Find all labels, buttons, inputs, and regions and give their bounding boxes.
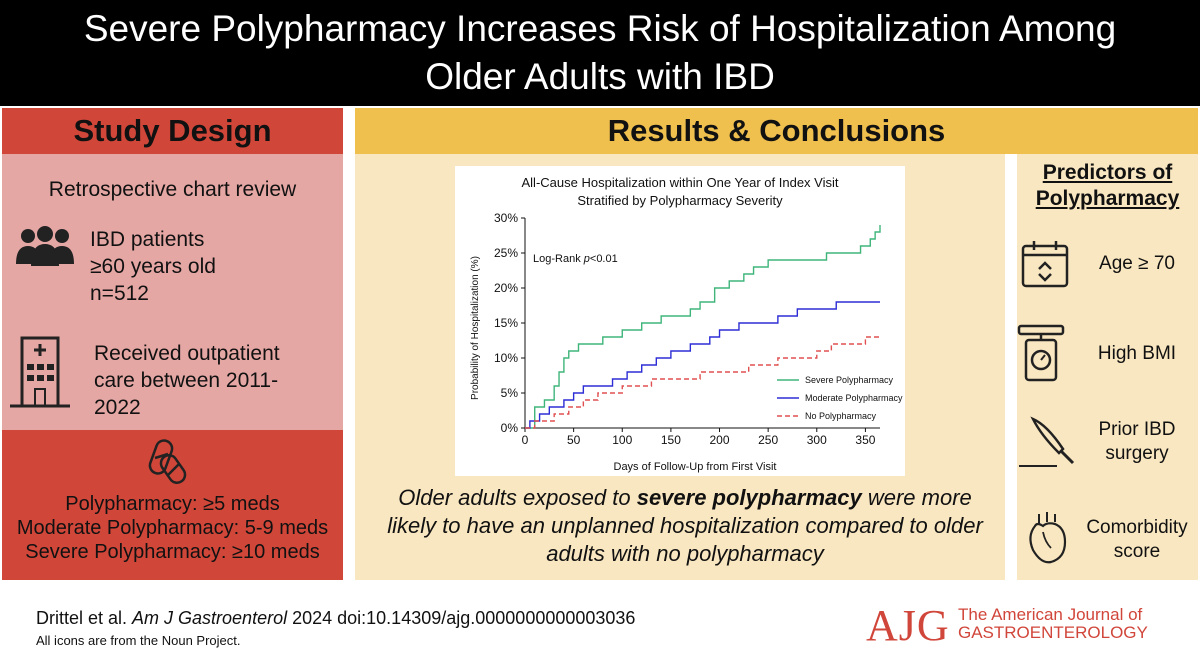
chart-title: All-Cause Hospitalization within One Yea… <box>522 175 839 190</box>
scale-icon <box>1017 324 1065 382</box>
chart-x-tick-label: 150 <box>661 433 681 447</box>
journal-name: The American Journal of GASTROENTEROLOGY <box>958 606 1148 642</box>
results-panel: Results & Conclusions All-Cause Hospital… <box>355 108 1198 580</box>
definition-polypharmacy: Polypharmacy: ≥5 meds <box>65 493 280 515</box>
chart-x-tick-label: 200 <box>710 433 730 447</box>
journal-name-line-1: The American Journal of <box>958 605 1143 624</box>
predictor-bmi-line-1: High BMI <box>1097 343 1177 364</box>
log-rank-annotation: Log-Rank p<0.01 <box>533 253 618 265</box>
chart-x-tick-label: 300 <box>807 433 827 447</box>
hospitalization-chart: All-Cause Hospitalization within One Yea… <box>455 166 905 476</box>
predictor-surgery-line-1: Prior IBD <box>1098 419 1176 440</box>
chart-y-tick-label: 20% <box>494 281 518 295</box>
series-line-2 <box>525 336 880 429</box>
scalpel-icon <box>1019 416 1075 467</box>
predictor-surgery: Prior IBD surgery <box>1077 418 1197 466</box>
predictors-title-line-2: Polypharmacy <box>1035 187 1180 210</box>
chart-x-tick-label: 250 <box>758 433 778 447</box>
care-text: Received outpatient care between 2011- 2… <box>94 340 280 421</box>
predictor-surgery-line-2: surgery <box>1105 443 1169 464</box>
title-line-2: Older Adults with IBD <box>425 56 775 97</box>
series-line-0 <box>525 225 881 429</box>
pills-icon <box>148 439 187 484</box>
chart-y-tick-label: 5% <box>501 386 519 400</box>
citation: Drittel et al. Am J Gastroenterol 2024 d… <box>36 608 635 629</box>
conclusion-bold: severe polypharmacy <box>636 485 862 510</box>
patients-line-3: n=512 <box>90 282 149 305</box>
chart-x-label: Days of Follow-Up from First Visit <box>614 461 777 473</box>
column-divider <box>1005 154 1017 580</box>
chart-subtitle: Stratified by Polypharmacy Severity <box>577 193 783 208</box>
legend-label-1: Moderate Polypharmacy <box>805 393 903 403</box>
patients-line-1: IBD patients <box>90 228 205 251</box>
patients-text: IBD patients ≥60 years old n=512 <box>90 226 216 307</box>
care-line-3: 2022 <box>94 396 141 419</box>
care-line-2: care between 2011- <box>94 369 279 392</box>
title-bar: Severe Polypharmacy Increases Risk of Ho… <box>0 0 1200 106</box>
study-method: Retrospective chart review <box>48 178 297 201</box>
chart-y-tick-label: 30% <box>494 211 518 225</box>
patients-line-2: ≥60 years old <box>90 255 216 278</box>
journal-name-line-2: GASTROENTEROLOGY <box>958 623 1148 642</box>
title-line-1: Severe Polypharmacy Increases Risk of Ho… <box>83 8 1117 49</box>
chart-x-tick-label: 100 <box>612 433 632 447</box>
predictor-comorbidity: Comorbidity score <box>1077 516 1197 564</box>
definition-moderate: Moderate Polypharmacy: 5-9 meds <box>16 517 329 539</box>
study-design-panel: Study Design Retrospective chart review … <box>2 108 343 580</box>
predictor-age: Age ≥ 70 <box>1077 252 1197 276</box>
study-design-header: Study Design <box>2 108 343 154</box>
results-header: Results & Conclusions <box>355 108 1198 154</box>
conclusion-post: were more likely to have an unplanned ho… <box>387 485 983 566</box>
calendar-icon <box>1021 241 1069 288</box>
citation-authors: Drittel et al. <box>36 608 133 628</box>
chart-x-tick-label: 0 <box>522 433 529 447</box>
icon-credit-note: All icons are from the Noun Project. <box>36 633 241 648</box>
legend-label-2: No Polypharmacy <box>805 411 877 421</box>
people-icon <box>16 226 74 266</box>
citation-rest: 2024 doi:10.14309/ajg.0000000000003036 <box>287 608 636 628</box>
predictor-age-line-1: Age ≥ 70 <box>1099 253 1175 274</box>
ajg-logo: AJG <box>866 601 950 650</box>
predictors-title: Predictors of Polypharmacy <box>1017 160 1198 212</box>
definition-severe: Severe Polypharmacy: ≥10 meds <box>25 541 320 563</box>
definitions-text: Polypharmacy: ≥5 meds Moderate Polypharm… <box>2 492 343 564</box>
chart-y-tick-label: 0% <box>501 421 519 435</box>
heart-icon <box>1029 512 1067 564</box>
chart-y-tick-label: 25% <box>494 246 518 260</box>
predictor-comorbidity-line-1: Comorbidity <box>1086 517 1188 538</box>
chart-y-tick-label: 15% <box>494 316 518 330</box>
conclusion-pre: Older adults exposed to <box>398 485 637 510</box>
chart-x-tick-label: 350 <box>855 433 875 447</box>
predictors-title-line-1: Predictors of <box>1042 161 1173 184</box>
chart-y-label: Probability of Hospitalization (%) <box>470 256 481 400</box>
predictor-comorbidity-line-2: score <box>1113 541 1161 562</box>
series-line-1 <box>525 301 880 429</box>
legend-label-0: Severe Polypharmacy <box>805 375 894 385</box>
chart-x-tick-label: 50 <box>567 433 581 447</box>
chart-y-tick-label: 10% <box>494 351 518 365</box>
hospital-icon <box>10 336 70 408</box>
care-line-1: Received outpatient <box>94 342 280 365</box>
conclusion-text: Older adults exposed to severe polypharm… <box>380 484 990 568</box>
citation-journal: Am J Gastroenterol <box>132 608 288 628</box>
definitions-section: Polypharmacy: ≥5 meds Moderate Polypharm… <box>2 430 343 580</box>
predictor-bmi: High BMI <box>1077 342 1197 366</box>
